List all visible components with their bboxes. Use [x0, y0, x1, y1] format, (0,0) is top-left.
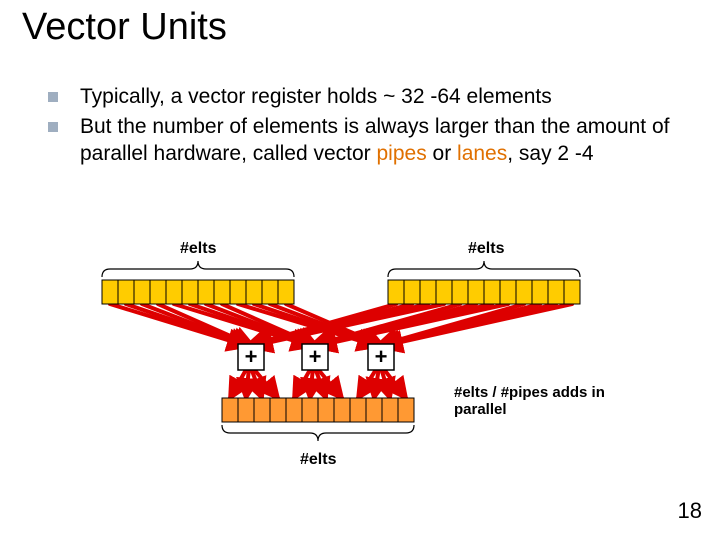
- vector-diagram: + + +: [0, 0, 720, 540]
- bullet-list: Typically, a vector register holds ~ 32 …: [48, 84, 678, 171]
- bullet-text: But the number of elements is always lar…: [80, 114, 678, 167]
- svg-text:+: +: [245, 344, 258, 369]
- bullet-text: Typically, a vector register holds ~ 32 …: [80, 84, 552, 110]
- bullet-item: But the number of elements is always lar…: [48, 114, 678, 167]
- bullet-item: Typically, a vector register holds ~ 32 …: [48, 84, 678, 110]
- label-elts-bottom: #elts: [300, 451, 336, 469]
- bullet-icon: [48, 122, 58, 132]
- svg-text:+: +: [375, 344, 388, 369]
- bullet-icon: [48, 92, 58, 102]
- slide-title: Vector Units: [22, 6, 227, 49]
- label-side: #elts / #pipes adds in parallel: [454, 384, 634, 418]
- svg-text:+: +: [309, 344, 322, 369]
- page-number: 18: [678, 498, 702, 524]
- label-elts-top-left: #elts: [180, 240, 216, 258]
- label-elts-top-right: #elts: [468, 240, 504, 258]
